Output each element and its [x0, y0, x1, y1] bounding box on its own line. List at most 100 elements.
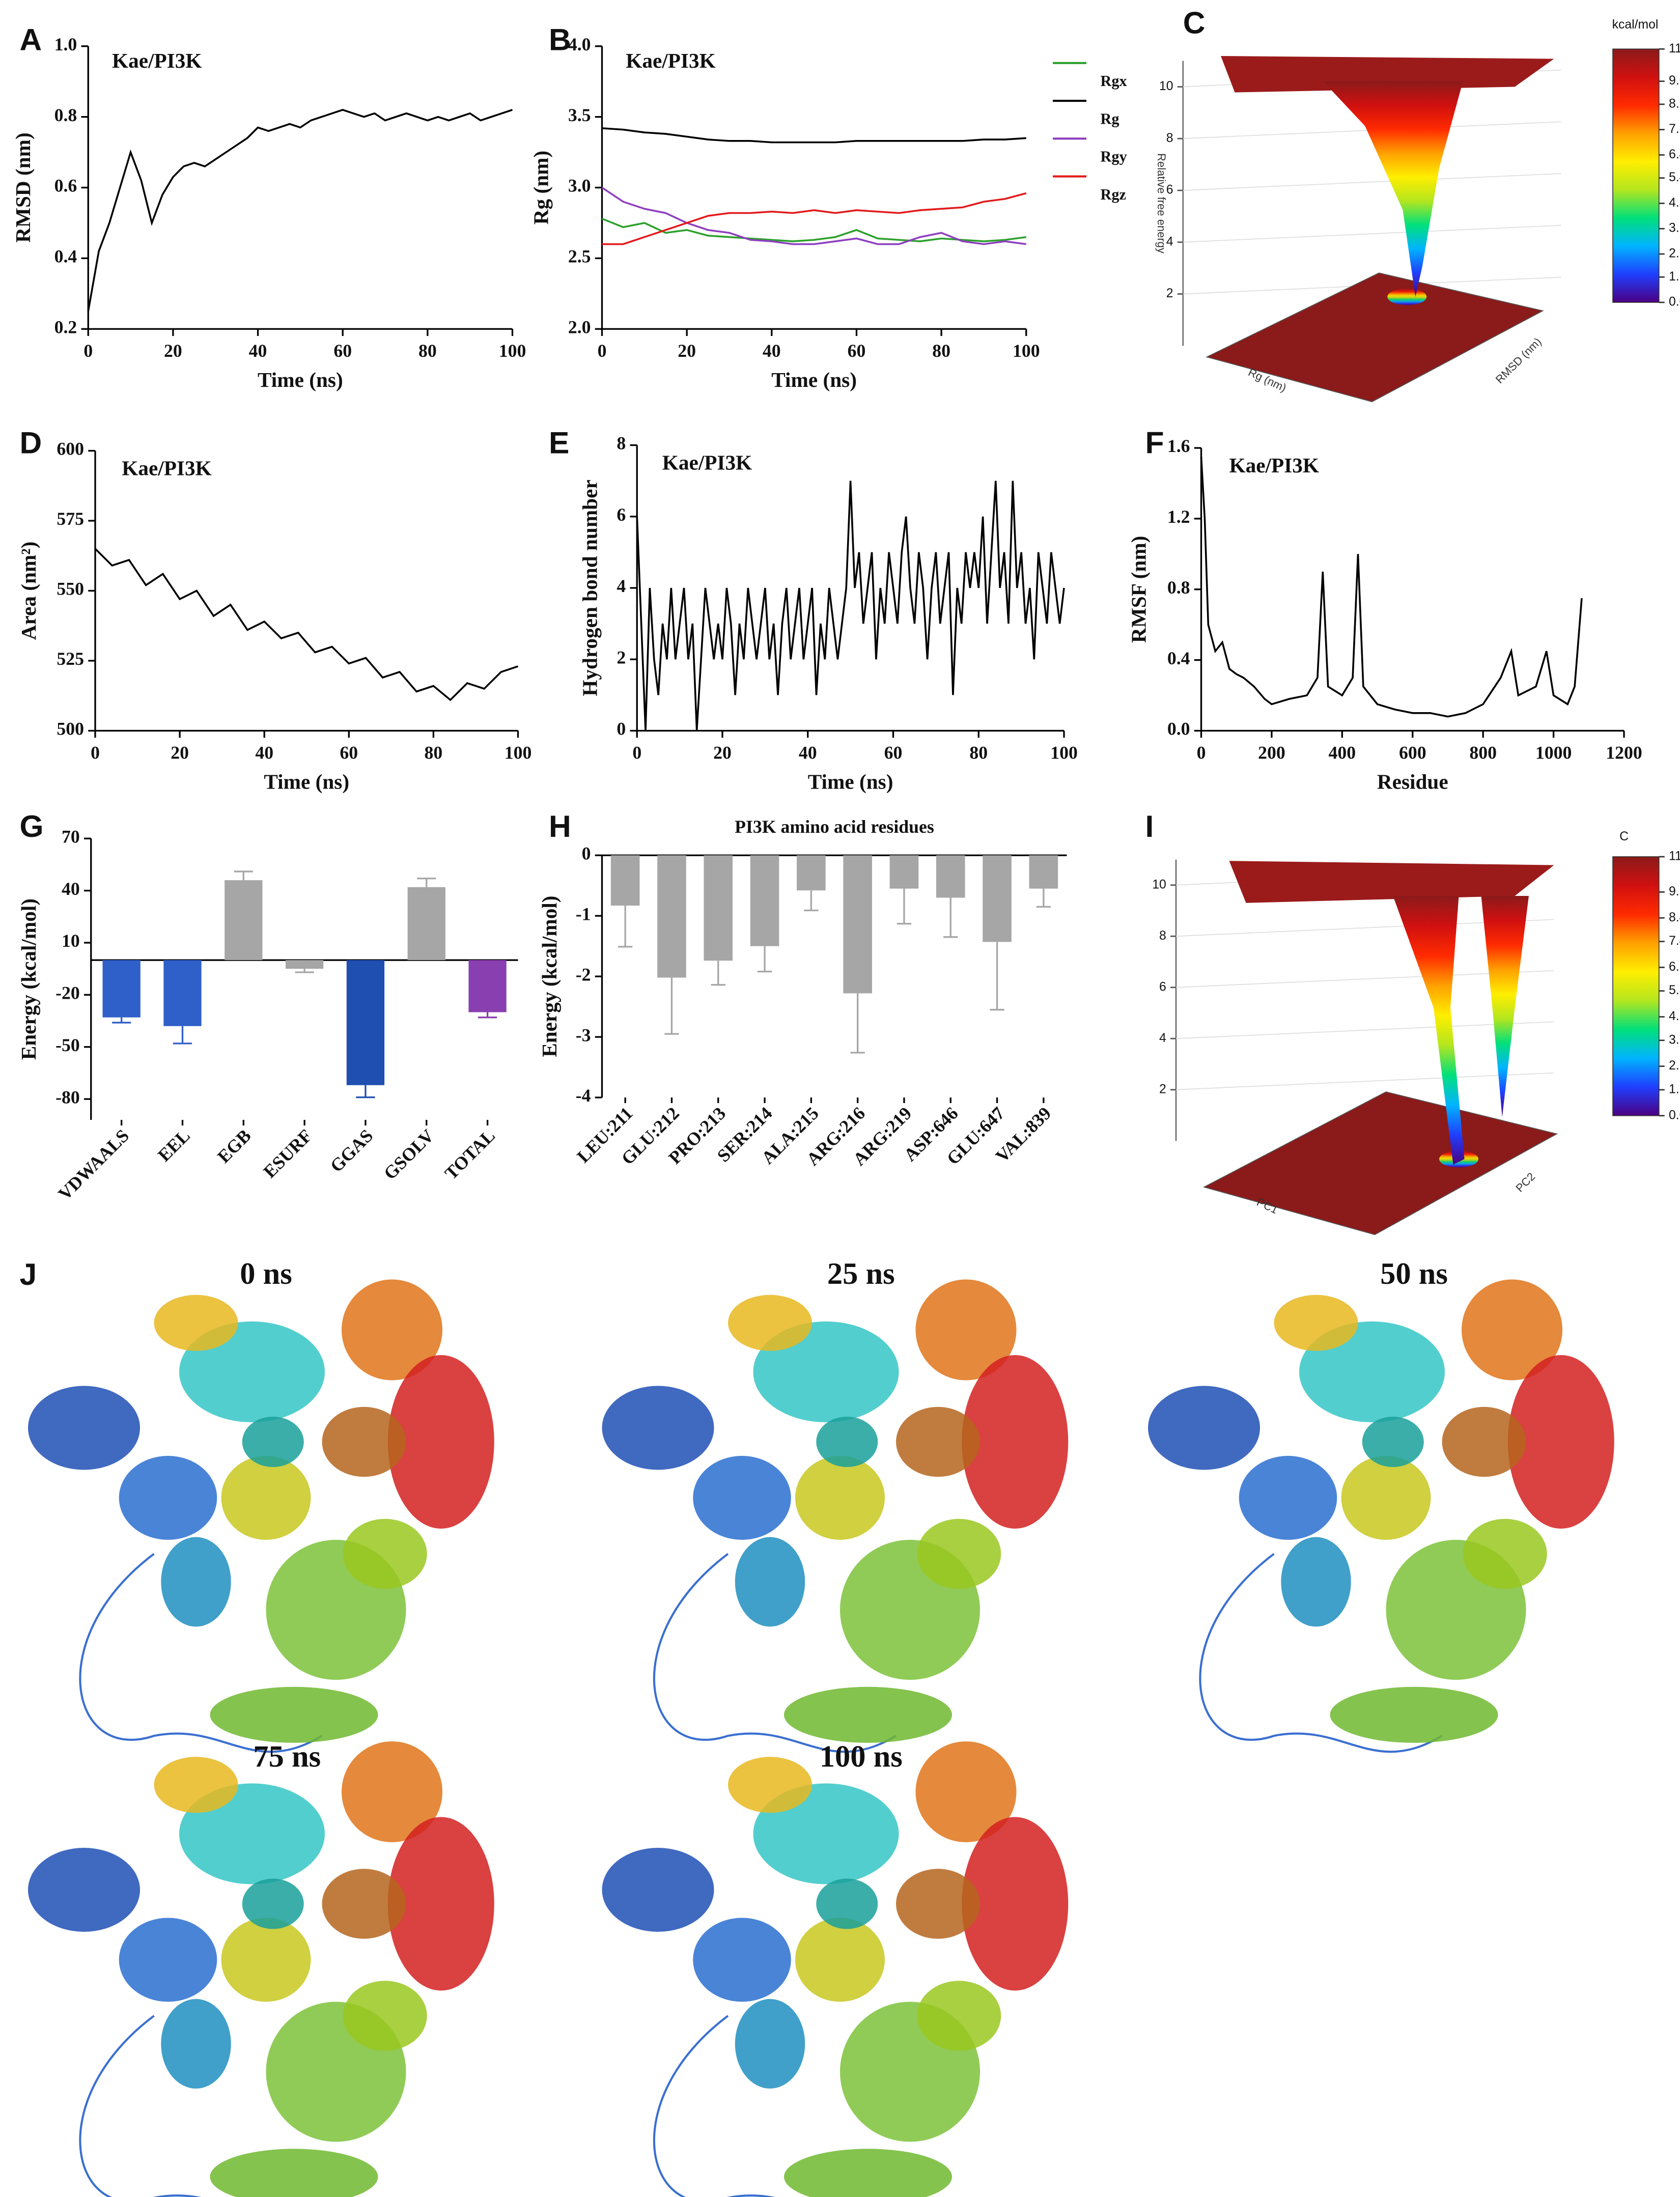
protein-loop — [79, 2015, 322, 2197]
colorbar-tick-label: 0.0 — [1669, 295, 1680, 309]
y-tick-label: -4 — [576, 1085, 591, 1106]
bar — [843, 855, 872, 994]
protein-domain — [242, 1417, 304, 1468]
y-tick-label: 500 — [57, 719, 84, 739]
x-tick-label: 800 — [1469, 742, 1497, 763]
protein-domain — [1463, 1518, 1547, 1589]
protein-domain — [602, 1386, 714, 1470]
protein-loop — [1199, 1553, 1443, 1753]
snapshot-label: 50 ns — [1380, 1257, 1448, 1291]
protein-snapshot — [602, 1279, 1069, 1753]
panel-letter: C — [1183, 5, 1206, 40]
x-tick-label: 40 — [249, 341, 267, 361]
y-tick-label: 0 — [582, 843, 591, 863]
protein-domain — [735, 1537, 805, 1627]
error-bar — [943, 897, 958, 938]
protein-domain — [119, 1918, 217, 2002]
colorbar-tick-label: 1.1 — [1669, 270, 1680, 284]
energy-funnel — [1323, 81, 1463, 297]
error-bar — [417, 878, 436, 887]
z-tick-label: 2 — [1166, 287, 1173, 300]
protein-domain — [161, 1537, 231, 1627]
annotation: Kae/PI3K — [1229, 454, 1319, 477]
y-axis-label: PC2 — [1513, 1170, 1537, 1195]
colorbar-tick-label: 7.4 — [1669, 934, 1680, 948]
x-tick-label: EGB — [213, 1125, 255, 1167]
y-tick-label: -1 — [576, 904, 591, 924]
panel-letter: J — [20, 1257, 37, 1291]
error-bar — [478, 1012, 497, 1019]
colorbar-tick-label: 11 — [1669, 42, 1680, 55]
x-tick-label: 400 — [1329, 742, 1356, 763]
data-line — [602, 192, 1027, 245]
protein-domain — [242, 1878, 304, 1929]
y-axis-label: RMSF (nm) — [1127, 536, 1151, 643]
x-tick-label: 100 — [1013, 341, 1040, 361]
x-axis-label: Time (ns) — [264, 770, 349, 794]
z-tick-label: 6 — [1159, 980, 1166, 994]
annotation: Kae/PI3K — [662, 450, 752, 474]
protein-domain — [342, 1279, 442, 1381]
x-tick-label: 80 — [969, 742, 988, 763]
protein-domain — [693, 1456, 791, 1540]
x-tick-label: GGAS — [326, 1125, 377, 1176]
x-tick-label: 40 — [255, 742, 273, 763]
x-tick-label: 0 — [1197, 742, 1206, 763]
x-tick-label: 0 — [83, 341, 93, 361]
protein-domain — [343, 1981, 427, 2051]
error-bar — [112, 1017, 131, 1024]
x-axis-label: Time (ns) — [771, 368, 857, 392]
protein-domain — [342, 1741, 442, 1843]
y-axis-label: RMSD (nm) — [1493, 335, 1544, 386]
z-tick-label: 8 — [1166, 131, 1173, 145]
colorbar-tick-label: 8.6 — [1669, 97, 1680, 110]
data-line — [636, 481, 1065, 731]
bar — [889, 855, 919, 889]
y-tick-label: 8 — [617, 433, 626, 454]
y-tick-label: 0.4 — [1167, 648, 1190, 668]
colorbar — [1612, 48, 1660, 303]
error-bar — [173, 1026, 192, 1045]
colorbar-tick-label: 3.2 — [1669, 221, 1680, 235]
error-bar — [897, 888, 912, 925]
snapshot-label: 0 ns — [240, 1257, 292, 1291]
protein-domain — [896, 1406, 980, 1477]
y-tick-label: -80 — [55, 1087, 80, 1107]
x-tick-label: 20 — [171, 742, 189, 763]
protein-domain — [728, 1757, 812, 1813]
protein-domain — [28, 1848, 140, 1932]
y-tick-label: -2 — [576, 964, 591, 984]
panel-letter: D — [20, 425, 42, 460]
colorbar-tick-label: 1.1 — [1669, 1082, 1680, 1096]
legend-label: Rg — [1101, 110, 1119, 127]
y-tick-label: 0.2 — [54, 317, 77, 337]
protein-domain — [915, 1279, 1017, 1381]
y-tick-label: 550 — [57, 579, 84, 599]
bar — [704, 855, 733, 961]
panel-letter: G — [20, 809, 44, 843]
snapshot-label: 25 ns — [827, 1257, 895, 1291]
colorbar-tick-label: 4.3 — [1669, 196, 1680, 210]
snapshot-label: 100 ns — [820, 1740, 903, 1774]
colorbar-tick-label: 5.4 — [1669, 171, 1680, 184]
bar — [797, 855, 826, 891]
protein-snapshot — [28, 1279, 494, 1753]
error-bar — [990, 942, 1004, 1011]
error-bar — [711, 961, 725, 986]
protein-domain — [1148, 1386, 1260, 1470]
protein-domain — [602, 1848, 714, 1932]
protein-domain — [1330, 1686, 1498, 1743]
colorbar-tick-label: 3.2 — [1669, 1033, 1680, 1047]
y-tick-label: 6 — [617, 504, 626, 525]
y-tick-label: 0.6 — [54, 176, 77, 196]
x-tick-label: 80 — [932, 341, 950, 361]
protein-domain — [1442, 1406, 1526, 1477]
energy-funnel — [1481, 896, 1529, 1117]
bar — [936, 855, 965, 898]
protein-domain — [154, 1757, 238, 1813]
x-tick-label: 200 — [1258, 742, 1285, 763]
z-tick-label: 10 — [1159, 79, 1173, 93]
y-tick-label: 0.4 — [54, 246, 77, 267]
protein-domain — [387, 1355, 494, 1529]
